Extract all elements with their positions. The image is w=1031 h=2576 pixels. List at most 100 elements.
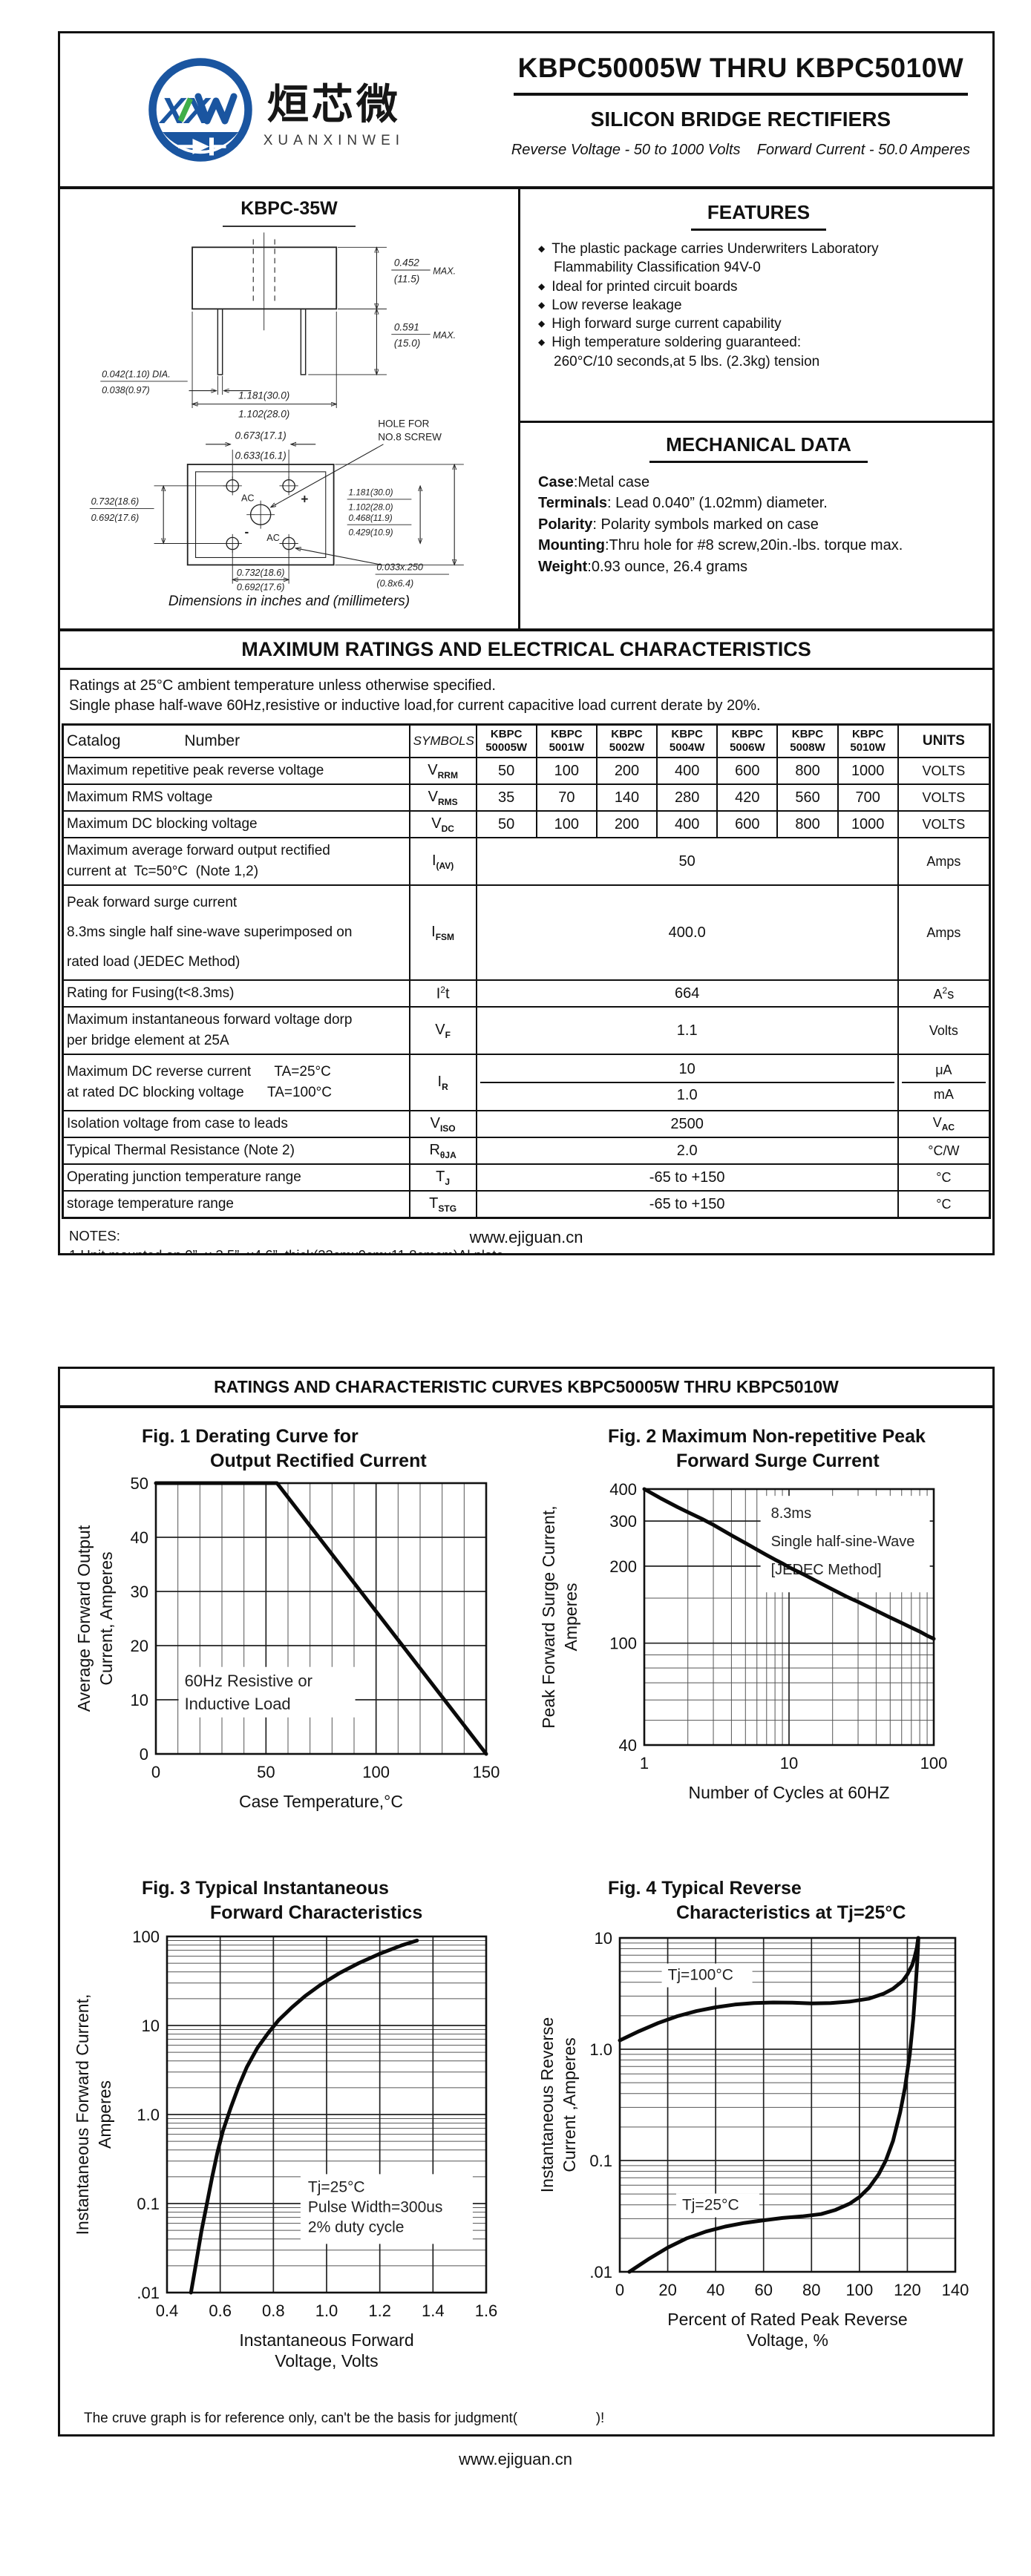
dim-left-in: 0.732(18.6)	[91, 496, 139, 507]
table-row: Isolation voltage from case to leads VISO…	[62, 1110, 991, 1138]
parameter-cell: Maximum instantaneous forward voltage do…	[62, 1006, 410, 1055]
value-cell: 140	[595, 783, 658, 812]
value-cell: 50	[475, 837, 899, 886]
svg-text:10: 10	[142, 2017, 160, 2035]
website-link[interactable]: www.ejiguan.cn	[459, 2450, 572, 2468]
ratings-banner: MAXIMUM RATINGS AND ELECTRICAL CHARACTER…	[60, 628, 992, 670]
parameter-cell: storage temperature range	[62, 1190, 410, 1219]
svg-text:Amperes: Amperes	[561, 1583, 580, 1651]
symbol-cell: IFSM	[408, 884, 477, 981]
svg-text:0.1: 0.1	[589, 2152, 612, 2170]
mech-row: Case:Metal case	[538, 472, 979, 493]
symbol-cell: TSTG	[408, 1190, 477, 1219]
svg-text:140: 140	[942, 2281, 969, 2299]
diamond-bullet-icon: ◆	[538, 280, 546, 292]
symbol-cell: VRMS	[408, 783, 477, 812]
terminal-ac-top-label: AC	[240, 493, 254, 504]
value-cell: 420	[716, 783, 779, 812]
svg-text:Tj=100°C: Tj=100°C	[668, 1967, 733, 1984]
dim-slot-mm: (0.8x6.4)	[376, 578, 413, 588]
value-cell: 800	[776, 810, 839, 838]
value-cell: 2.0	[475, 1137, 899, 1165]
figure-3-title-line1: Fig. 3 Typical Instantaneous	[142, 1878, 389, 1899]
mech-row: Weight:0.93 ounce, 26.4 grams	[538, 556, 979, 577]
package-caption: Dimensions in inches and (millimeters)	[168, 594, 410, 610]
svg-text:1.0: 1.0	[589, 2040, 612, 2059]
svg-text:40: 40	[619, 1736, 637, 1755]
svg-text:.01: .01	[137, 2284, 160, 2302]
table-header-row: Catalog Number SYMBOLS KBPC 50005W KBPC 5001W K…	[62, 723, 991, 758]
symbol-cell: VF	[408, 1006, 477, 1055]
value-cell: 400	[656, 810, 719, 838]
dim-pin-span-right-mm: 0.429(10.9)	[348, 528, 393, 538]
svg-text:120: 120	[894, 2281, 921, 2299]
figure-4-title-line2: Characteristics at Tj=25°C	[676, 1902, 906, 1923]
symbol-cell: IR	[408, 1054, 477, 1111]
svg-text:0.6: 0.6	[209, 2301, 232, 2320]
dim-bottom-in: 0.732(18.6)	[236, 568, 284, 578]
figure-4-chart: 0 20 40 60 80 100 120 140 .01 0.1 1.0 10 Percent of …	[537, 1928, 992, 2376]
figure-2-title-line1: Fig. 2 Maximum Non-repetitive Peak	[608, 1426, 926, 1447]
unit-cell: Amps	[897, 837, 991, 886]
value-cell: 400.0	[475, 884, 899, 981]
fig4-svg: 0 20 40 60 80 100 120 140 .01 0.1 1.0 10 Percent of …	[537, 1929, 969, 2350]
dim-width-in: 1.181(30.0)	[238, 390, 289, 401]
figure-1-title: Fig. 1 Derating Curve for Output Rectifie…	[142, 1425, 526, 1473]
table-row: Rating for Fusing(t<8.3ms) I2t 664 A2s	[62, 979, 991, 1008]
derating-curve-curve	[154, 1481, 488, 1756]
table-row: Maximum DC blocking voltage VDC 50 100 200 40…	[62, 810, 991, 838]
svg-text:30: 30	[131, 1583, 148, 1601]
unit-cell: A2s	[897, 979, 991, 1008]
svg-text:50: 50	[257, 1763, 275, 1781]
value-cell: 600	[716, 757, 779, 785]
features-heading: FEATURES	[690, 201, 827, 231]
svg-text:50: 50	[131, 1476, 148, 1493]
mech-text: :0.93 ounce, 26.4 grams	[587, 558, 747, 575]
model-header: KBPC 5006W	[716, 723, 779, 758]
feature-item: ◆ High temperature soldering guaranteed:	[538, 333, 979, 352]
table-row: Maximum RMS voltage VRMS 35 70 140 280 420 560 7…	[62, 783, 991, 812]
figure-1-title-line2: Output Rectified Current	[210, 1450, 427, 1471]
svg-text:10: 10	[595, 1929, 612, 1948]
svg-text:80: 80	[802, 2281, 820, 2299]
value-cell: 100	[535, 810, 598, 838]
figure-2: Fig. 2 Maximum Non-repetitive Peak Forwar…	[526, 1408, 992, 1847]
unit-cell: VOLTS	[897, 757, 991, 785]
hole-note-line1: HOLE FOR	[378, 418, 429, 429]
figure-3-title: Fig. 3 Typical Instantaneous Forward Char…	[142, 1876, 526, 1925]
terminal-plus-label: +	[301, 491, 308, 506]
mech-text: :Metal case	[573, 474, 650, 490]
value-cell: 200	[595, 810, 658, 838]
ratings-condition-1: Ratings at 25°C ambient temperature unle…	[69, 677, 496, 694]
svg-text:Inductive Load: Inductive Load	[185, 1695, 291, 1713]
logo-english-name: XUANXINWEI	[263, 132, 405, 148]
svg-text:100: 100	[132, 1928, 160, 1946]
unit-cell: VOLTS	[897, 810, 991, 838]
value-cell: 700	[837, 783, 899, 812]
value-cell: 800	[776, 757, 839, 785]
header: XX 烜芯微 XUANXINWEI KBPC50005W THRU KBPC50…	[60, 33, 992, 189]
figure-3: Fig. 3 Typical Instantaneous Forward Char…	[60, 1860, 526, 2391]
mech-text: : Lead 0.040” (1.02mm) diameter.	[607, 495, 828, 512]
mech-text: :Thru hole for #8 screw,20in.-lbs. torqu…	[604, 537, 903, 554]
diamond-bullet-icon: ◆	[538, 243, 546, 254]
mechanical-data-heading: MECHANICAL DATA	[649, 433, 868, 463]
svg-text:0.4: 0.4	[156, 2301, 179, 2320]
diamond-bullet-icon: ◆	[538, 318, 546, 329]
parameter-cell: Peak forward surge current 8.3ms single h…	[62, 884, 410, 981]
surge-current-curve	[642, 1487, 936, 1641]
curves-banner: RATINGS AND CHARACTERISTIC CURVES KBPC50…	[60, 1369, 992, 1408]
svg-text:1.6: 1.6	[475, 2301, 498, 2320]
symbol-cell: I(AV)	[408, 837, 477, 886]
note-line: 1.Unit mounted on 9” x 3.5” x4.6” thick(…	[69, 1246, 508, 1255]
features-section: FEATURES ◆ The plastic package carries Un…	[520, 189, 992, 423]
dim-lead-length-in: 0.591	[393, 321, 419, 332]
model-header: KBPC 50005W	[475, 723, 537, 758]
website-link[interactable]: www.ejiguan.cn	[469, 1228, 583, 1246]
svg-text:0.8: 0.8	[262, 2301, 285, 2320]
svg-text:Case Temperature,°C: Case Temperature,°C	[239, 1792, 403, 1811]
feature-text: Flammability Classification 94V-0	[554, 260, 761, 276]
table-row: storage temperature range TSTG -65 to +150…	[62, 1190, 991, 1219]
tj-100C-curve	[618, 1936, 920, 2043]
parameter-cell: Maximum average forward output rectified…	[62, 837, 410, 886]
